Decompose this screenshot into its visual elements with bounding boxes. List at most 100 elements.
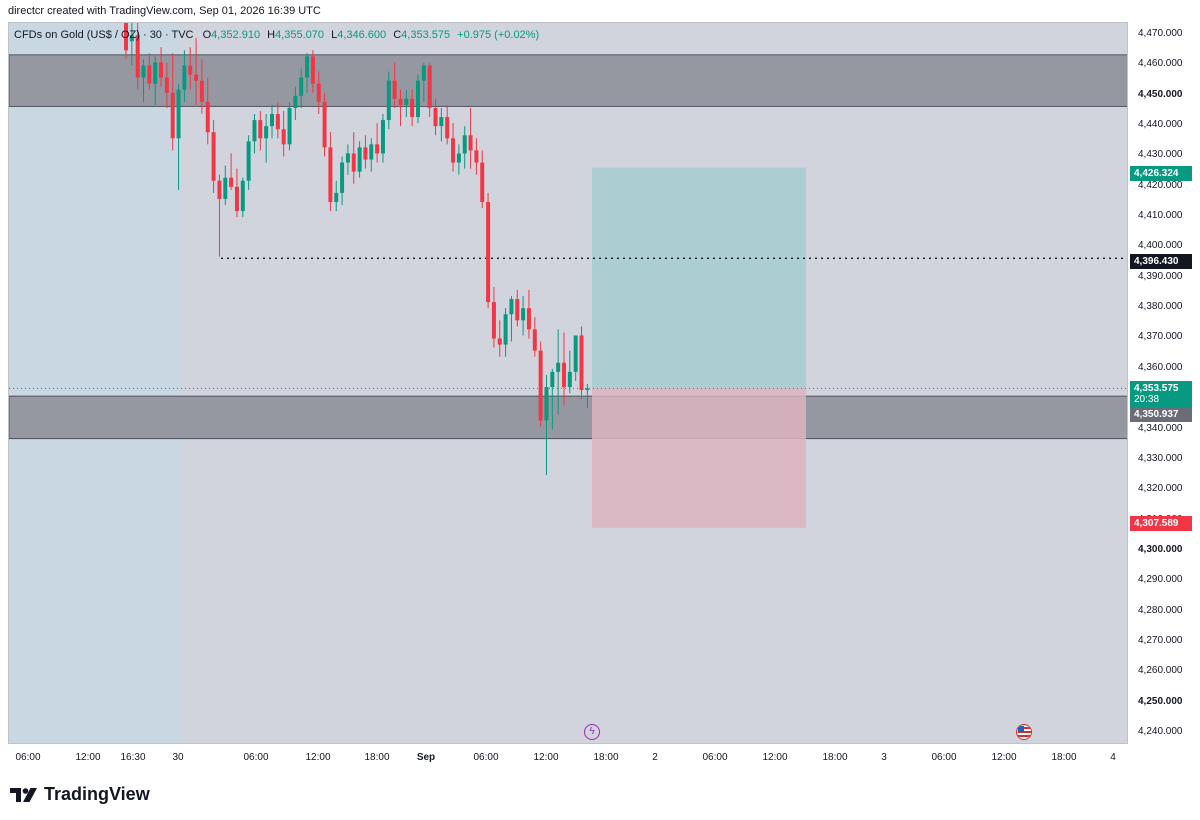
candle xyxy=(538,341,543,427)
candle xyxy=(526,289,531,339)
candle xyxy=(573,335,578,381)
session-shade xyxy=(9,23,181,743)
candle xyxy=(275,101,280,139)
candle-body xyxy=(129,35,134,42)
price-axis-label: 4,250.000 xyxy=(1138,695,1183,707)
candle xyxy=(503,308,508,357)
candle-body xyxy=(451,138,456,163)
candle-body xyxy=(229,177,234,187)
chart-area[interactable] xyxy=(8,22,1128,744)
candle xyxy=(416,74,420,124)
time-axis-label: 06:00 xyxy=(243,752,269,763)
candle xyxy=(310,50,315,93)
candle-body xyxy=(147,65,152,84)
candle xyxy=(410,89,415,127)
candle xyxy=(316,71,321,115)
time-axis-label: 2 xyxy=(652,752,658,763)
candle xyxy=(556,329,561,415)
target-price-tag: 4,426.324 xyxy=(1130,166,1192,181)
low-label: L xyxy=(331,29,338,41)
price-axis-label: 4,470.000 xyxy=(1138,28,1183,40)
time-axis-label: 12:00 xyxy=(75,752,101,763)
candle-body xyxy=(509,299,514,315)
candle xyxy=(293,86,298,121)
price-axis-label: 4,300.000 xyxy=(1138,543,1183,555)
candle-body xyxy=(556,362,561,372)
candle-body xyxy=(521,308,526,321)
open-label: O xyxy=(202,29,212,41)
candle-body xyxy=(188,65,193,75)
price-axis-label: 4,380.000 xyxy=(1138,301,1183,313)
candle-body xyxy=(386,80,391,121)
candle xyxy=(544,374,549,476)
candle-body xyxy=(398,98,403,105)
price-axis-label: 4,450.000 xyxy=(1138,88,1183,100)
time-axis[interactable]: 06:00 12:00 16:30 30 06:00 12:00 18:00 Sep 06:00… xyxy=(8,744,1128,770)
time-axis-label: 18:00 xyxy=(822,752,848,763)
candle-body xyxy=(497,338,502,345)
symbol-name[interactable]: CFDs on Gold (US$ / OZ) · 30 · TVC xyxy=(14,29,194,41)
candle-body xyxy=(445,117,450,139)
candle-body xyxy=(515,299,520,321)
candle-body xyxy=(176,89,181,139)
candle xyxy=(451,123,456,172)
candle-body xyxy=(544,387,549,421)
price-axis-label: 4,430.000 xyxy=(1138,149,1183,161)
tradingview-logo[interactable]: TradingView xyxy=(10,784,150,805)
candle xyxy=(380,114,385,163)
candle-body xyxy=(322,101,327,148)
dotted-level-tag: 4,396.430 xyxy=(1130,254,1192,269)
time-axis-label: 18:00 xyxy=(1051,752,1077,763)
price-axis[interactable]: 4,240.000 4,250.000 4,260.000 4,270.000 4,28… xyxy=(1128,22,1200,744)
candle xyxy=(170,53,175,151)
candle xyxy=(211,120,216,193)
time-axis-label: 12:00 xyxy=(533,752,559,763)
logo-text: TradingView xyxy=(44,784,150,804)
lightning-bolt-icon[interactable]: ϟ xyxy=(584,724,600,740)
candle-body xyxy=(205,101,210,133)
candle-body xyxy=(316,83,321,102)
candle-body xyxy=(462,135,467,154)
time-axis-label: 4 xyxy=(1110,752,1116,763)
candle xyxy=(398,89,403,127)
time-axis-label: 06:00 xyxy=(931,752,957,763)
us-flag-icon[interactable] xyxy=(1016,724,1032,740)
candle xyxy=(223,165,228,206)
candle-body xyxy=(299,77,304,96)
chart-credit: directcr created with TradingView.com, S… xyxy=(8,5,321,17)
candle xyxy=(322,92,327,157)
candle-body xyxy=(421,65,426,81)
close-value: 4,353.575 xyxy=(401,29,451,41)
candle xyxy=(456,144,461,175)
price-chart[interactable] xyxy=(9,23,1128,744)
candle-body xyxy=(135,35,140,78)
candle-body xyxy=(305,56,310,78)
bar-countdown: 20:38 xyxy=(1134,394,1160,405)
candle-body xyxy=(416,80,420,118)
candle-body xyxy=(194,74,199,81)
candle xyxy=(299,68,304,108)
candle-body xyxy=(369,144,374,160)
candle-body xyxy=(375,144,380,154)
candle-body xyxy=(439,117,444,127)
price-axis-label: 4,390.000 xyxy=(1138,270,1183,282)
time-axis-label: 18:00 xyxy=(593,752,619,763)
candle-body xyxy=(159,62,164,78)
candle-body xyxy=(433,107,438,127)
candle xyxy=(194,38,199,105)
candle xyxy=(345,144,350,175)
candle xyxy=(234,168,239,218)
stop-area xyxy=(592,388,806,528)
candle xyxy=(474,138,479,175)
candle-body xyxy=(234,186,239,212)
candle-body xyxy=(275,114,280,130)
candle xyxy=(497,320,502,357)
candle-body xyxy=(293,95,298,108)
candle xyxy=(252,114,257,154)
candle-body xyxy=(287,107,292,145)
candle xyxy=(258,110,263,151)
candle xyxy=(164,62,169,108)
candle xyxy=(521,296,526,336)
candle-body xyxy=(410,98,415,118)
price-axis-label: 4,320.000 xyxy=(1138,483,1183,495)
